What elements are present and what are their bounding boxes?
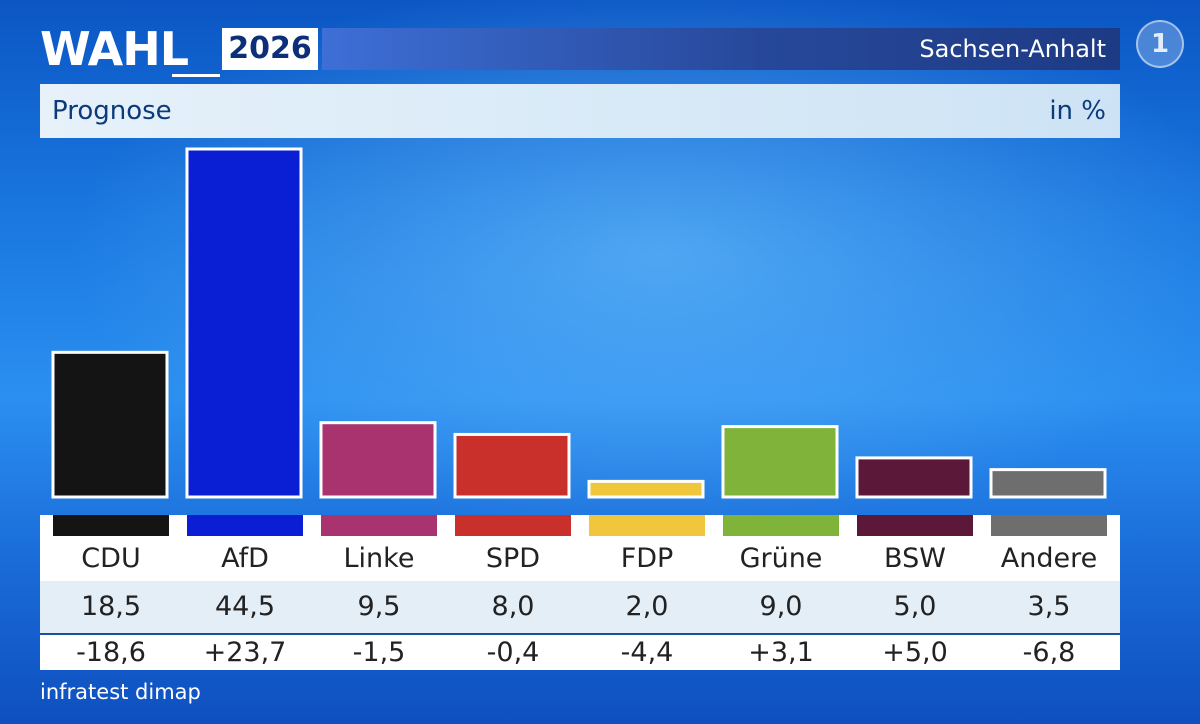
party-name-afd: AfD	[221, 543, 269, 574]
swatch-bsw	[857, 515, 973, 536]
party-values-row: 18,5 44,5 9,5 8,0 2,0 9,0 5,0 3,5	[40, 581, 1120, 633]
subheader-bar: Prognose in %	[40, 84, 1120, 138]
value-label-andere: 3,5	[1027, 591, 1071, 622]
value-label-spd: 8,0	[491, 591, 535, 622]
change-label-grüne: +3,1	[748, 637, 814, 668]
change-label-cdu: -18,6	[76, 637, 146, 668]
value-label-linke: 9,5	[357, 591, 401, 622]
swatch-spd	[455, 515, 571, 536]
bar-fdp	[587, 479, 705, 499]
bar-linke	[319, 421, 437, 499]
swatch-linke	[321, 515, 437, 536]
bar-grüne	[721, 425, 839, 499]
change-label-linke: -1,5	[352, 637, 406, 668]
swatch-fdp	[589, 515, 705, 536]
swatch-grüne	[723, 515, 839, 536]
das-erste-logo-icon: 1	[1136, 20, 1184, 68]
party-changes-row: -18,6 +23,7 -1,5 -0,4 -4,4 +3,1 +5,0 -6,8	[40, 633, 1120, 670]
swatch-afd	[187, 515, 303, 536]
value-label-bsw: 5,0	[893, 591, 937, 622]
party-name-linke: Linke	[343, 543, 415, 574]
bar-cdu	[51, 350, 169, 499]
party-name-bsw: BSW	[884, 543, 946, 574]
title-bar: Sachsen-Anhalt	[322, 28, 1120, 70]
swatch-andere	[991, 515, 1107, 536]
bar-afd	[185, 147, 303, 499]
source-label: infratest dimap	[40, 680, 201, 704]
logo-wahl-text: WAHL	[40, 22, 189, 76]
station-logo-text: 1	[1150, 29, 1170, 59]
logo-year: 2026	[222, 28, 318, 70]
swatch-cdu	[53, 515, 169, 536]
party-name-cdu: CDU	[81, 543, 141, 574]
change-label-bsw: +5,0	[882, 637, 948, 668]
value-label-afd: 44,5	[214, 591, 276, 622]
logo-underline	[172, 74, 220, 77]
wahl-2026-logo: WAHL 2026	[40, 22, 322, 77]
bar-spd	[453, 432, 571, 499]
value-label-fdp: 2,0	[625, 591, 669, 622]
value-label-grüne: 9,0	[759, 591, 803, 622]
party-names-row: CDU AfD Linke SPD FDP Grüne BSW Andere	[40, 515, 1120, 581]
value-label-cdu: 18,5	[80, 591, 142, 622]
forecast-label: Prognose	[52, 96, 172, 126]
change-label-spd: -0,4	[486, 637, 540, 668]
party-name-grüne: Grüne	[739, 543, 823, 574]
region-title: Sachsen-Anhalt	[919, 35, 1106, 63]
unit-label: in %	[1049, 96, 1106, 126]
party-name-spd: SPD	[485, 543, 541, 574]
results-table: CDU AfD Linke SPD FDP Grüne BSW Andere 18,5 44,5…	[40, 515, 1120, 670]
bar-bsw	[855, 456, 973, 499]
party-name-andere: Andere	[1000, 543, 1098, 574]
change-label-andere: -6,8	[1022, 637, 1076, 668]
party-name-fdp: FDP	[620, 543, 674, 574]
change-label-fdp: -4,4	[620, 637, 674, 668]
bar-andere	[989, 468, 1107, 499]
change-label-afd: +23,7	[203, 637, 287, 668]
